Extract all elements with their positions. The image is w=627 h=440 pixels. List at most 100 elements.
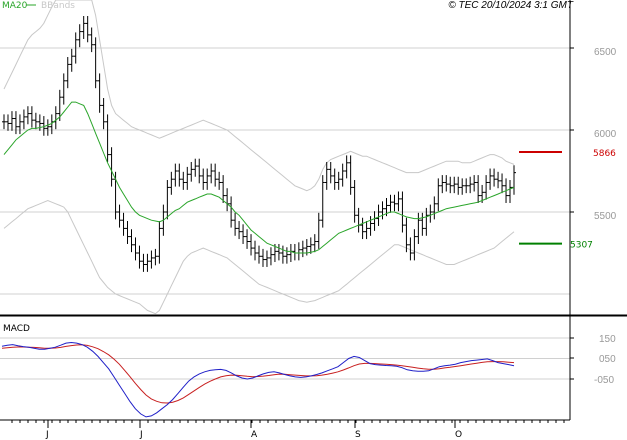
price-bar (17, 114, 22, 135)
price-bar (456, 176, 461, 195)
price-bar (336, 171, 341, 190)
price-bar (61, 73, 66, 105)
price-bar (241, 224, 246, 244)
price-bar (93, 37, 98, 89)
price-bar (149, 250, 154, 269)
price-bar (85, 16, 90, 43)
price-bar (5, 114, 10, 131)
price-bar (400, 191, 405, 233)
price-bar (233, 212, 238, 236)
price-bar (392, 194, 397, 212)
price-bar (217, 171, 222, 190)
price-bar (464, 178, 469, 194)
price-bar (476, 175, 481, 203)
price-bar (33, 112, 38, 130)
price-bar (101, 98, 106, 130)
price-bar (496, 171, 501, 189)
price-bar (117, 204, 122, 228)
price-bar (492, 168, 497, 187)
price-bar (512, 165, 516, 195)
price-bar (225, 188, 230, 212)
price-bar (296, 242, 301, 261)
price-bar (245, 229, 250, 249)
price-bar (165, 180, 170, 220)
price-bar (460, 178, 465, 195)
macd-y-axis: 150 050 -050 (594, 334, 616, 386)
price-bar (41, 116, 46, 136)
x-axis: J J A S O (11, 420, 565, 440)
price-bar (288, 243, 293, 263)
price-bar (368, 216, 373, 236)
resistance-level-label: 5866 (593, 149, 616, 159)
price-bar (189, 161, 194, 182)
support-level-label: 5307 (570, 241, 593, 251)
ma20-series (3, 101, 515, 254)
price-bar (197, 158, 202, 184)
price-bar (129, 229, 134, 253)
macd-series (1, 341, 515, 418)
price-bar (468, 176, 473, 194)
macd-signal-series (1, 344, 515, 404)
macd-y-tick-label: 050 (599, 354, 616, 365)
price-bar (77, 24, 82, 48)
price-bar (73, 32, 78, 64)
price-bar (308, 237, 313, 254)
price-bar (29, 106, 34, 128)
price-bar (181, 171, 186, 190)
legend: MA20 BBands (2, 1, 75, 11)
price-bar (416, 212, 421, 244)
macd-y-tick-label: -050 (594, 375, 614, 386)
price-bar (264, 250, 269, 267)
price-bar (69, 48, 74, 72)
price-bar (213, 163, 218, 187)
x-tick-label: A (251, 430, 258, 440)
price-bar (37, 114, 42, 131)
copyright-text: © TEC 20/10/2024 3:1 GMT (448, 0, 574, 11)
price-bar (9, 111, 14, 131)
x-tick-label: J (45, 430, 49, 440)
price-bar (109, 147, 114, 187)
price-bar (340, 163, 345, 187)
price-y-tick-label: 5500 (594, 211, 617, 222)
price-gridlines (0, 47, 570, 295)
legend-bbands-label: BBands (41, 1, 75, 11)
price-bar (380, 201, 385, 220)
price-bar (193, 158, 198, 177)
price-bar (53, 106, 58, 130)
price-bar (65, 57, 70, 89)
price-bar (2, 114, 6, 130)
price-bar (300, 240, 305, 258)
x-tick-label: S (355, 430, 361, 440)
chart-frame (0, 0, 627, 421)
bbands-lower-series (3, 199, 515, 315)
price-y-axis: 6500 6000 5500 (594, 47, 617, 222)
price-bar (412, 229, 417, 261)
price-bar (388, 194, 393, 213)
price-bar (324, 161, 329, 190)
price-bar (376, 204, 381, 226)
price-bar (364, 221, 369, 240)
price-bar (472, 175, 477, 192)
bbands-upper-series (3, 0, 515, 192)
price-bar (408, 237, 413, 261)
price-bar (312, 234, 317, 253)
price-bar (488, 168, 493, 190)
price-bar (141, 253, 146, 272)
price-bar (153, 248, 158, 266)
price-bar (268, 247, 273, 266)
price-bar (105, 114, 110, 162)
price-bar (428, 204, 433, 223)
price-bar (448, 176, 453, 194)
price-bar (404, 217, 409, 253)
price-bar (484, 175, 489, 200)
price-bar (133, 237, 138, 261)
price-bar (276, 243, 281, 261)
price-bar (205, 168, 210, 190)
price-bar (125, 221, 130, 244)
price-bar (237, 221, 242, 240)
price-bar (316, 212, 321, 249)
price-y-tick-label: 6000 (594, 129, 617, 140)
price-bar (121, 212, 126, 236)
price-bar (97, 73, 102, 113)
